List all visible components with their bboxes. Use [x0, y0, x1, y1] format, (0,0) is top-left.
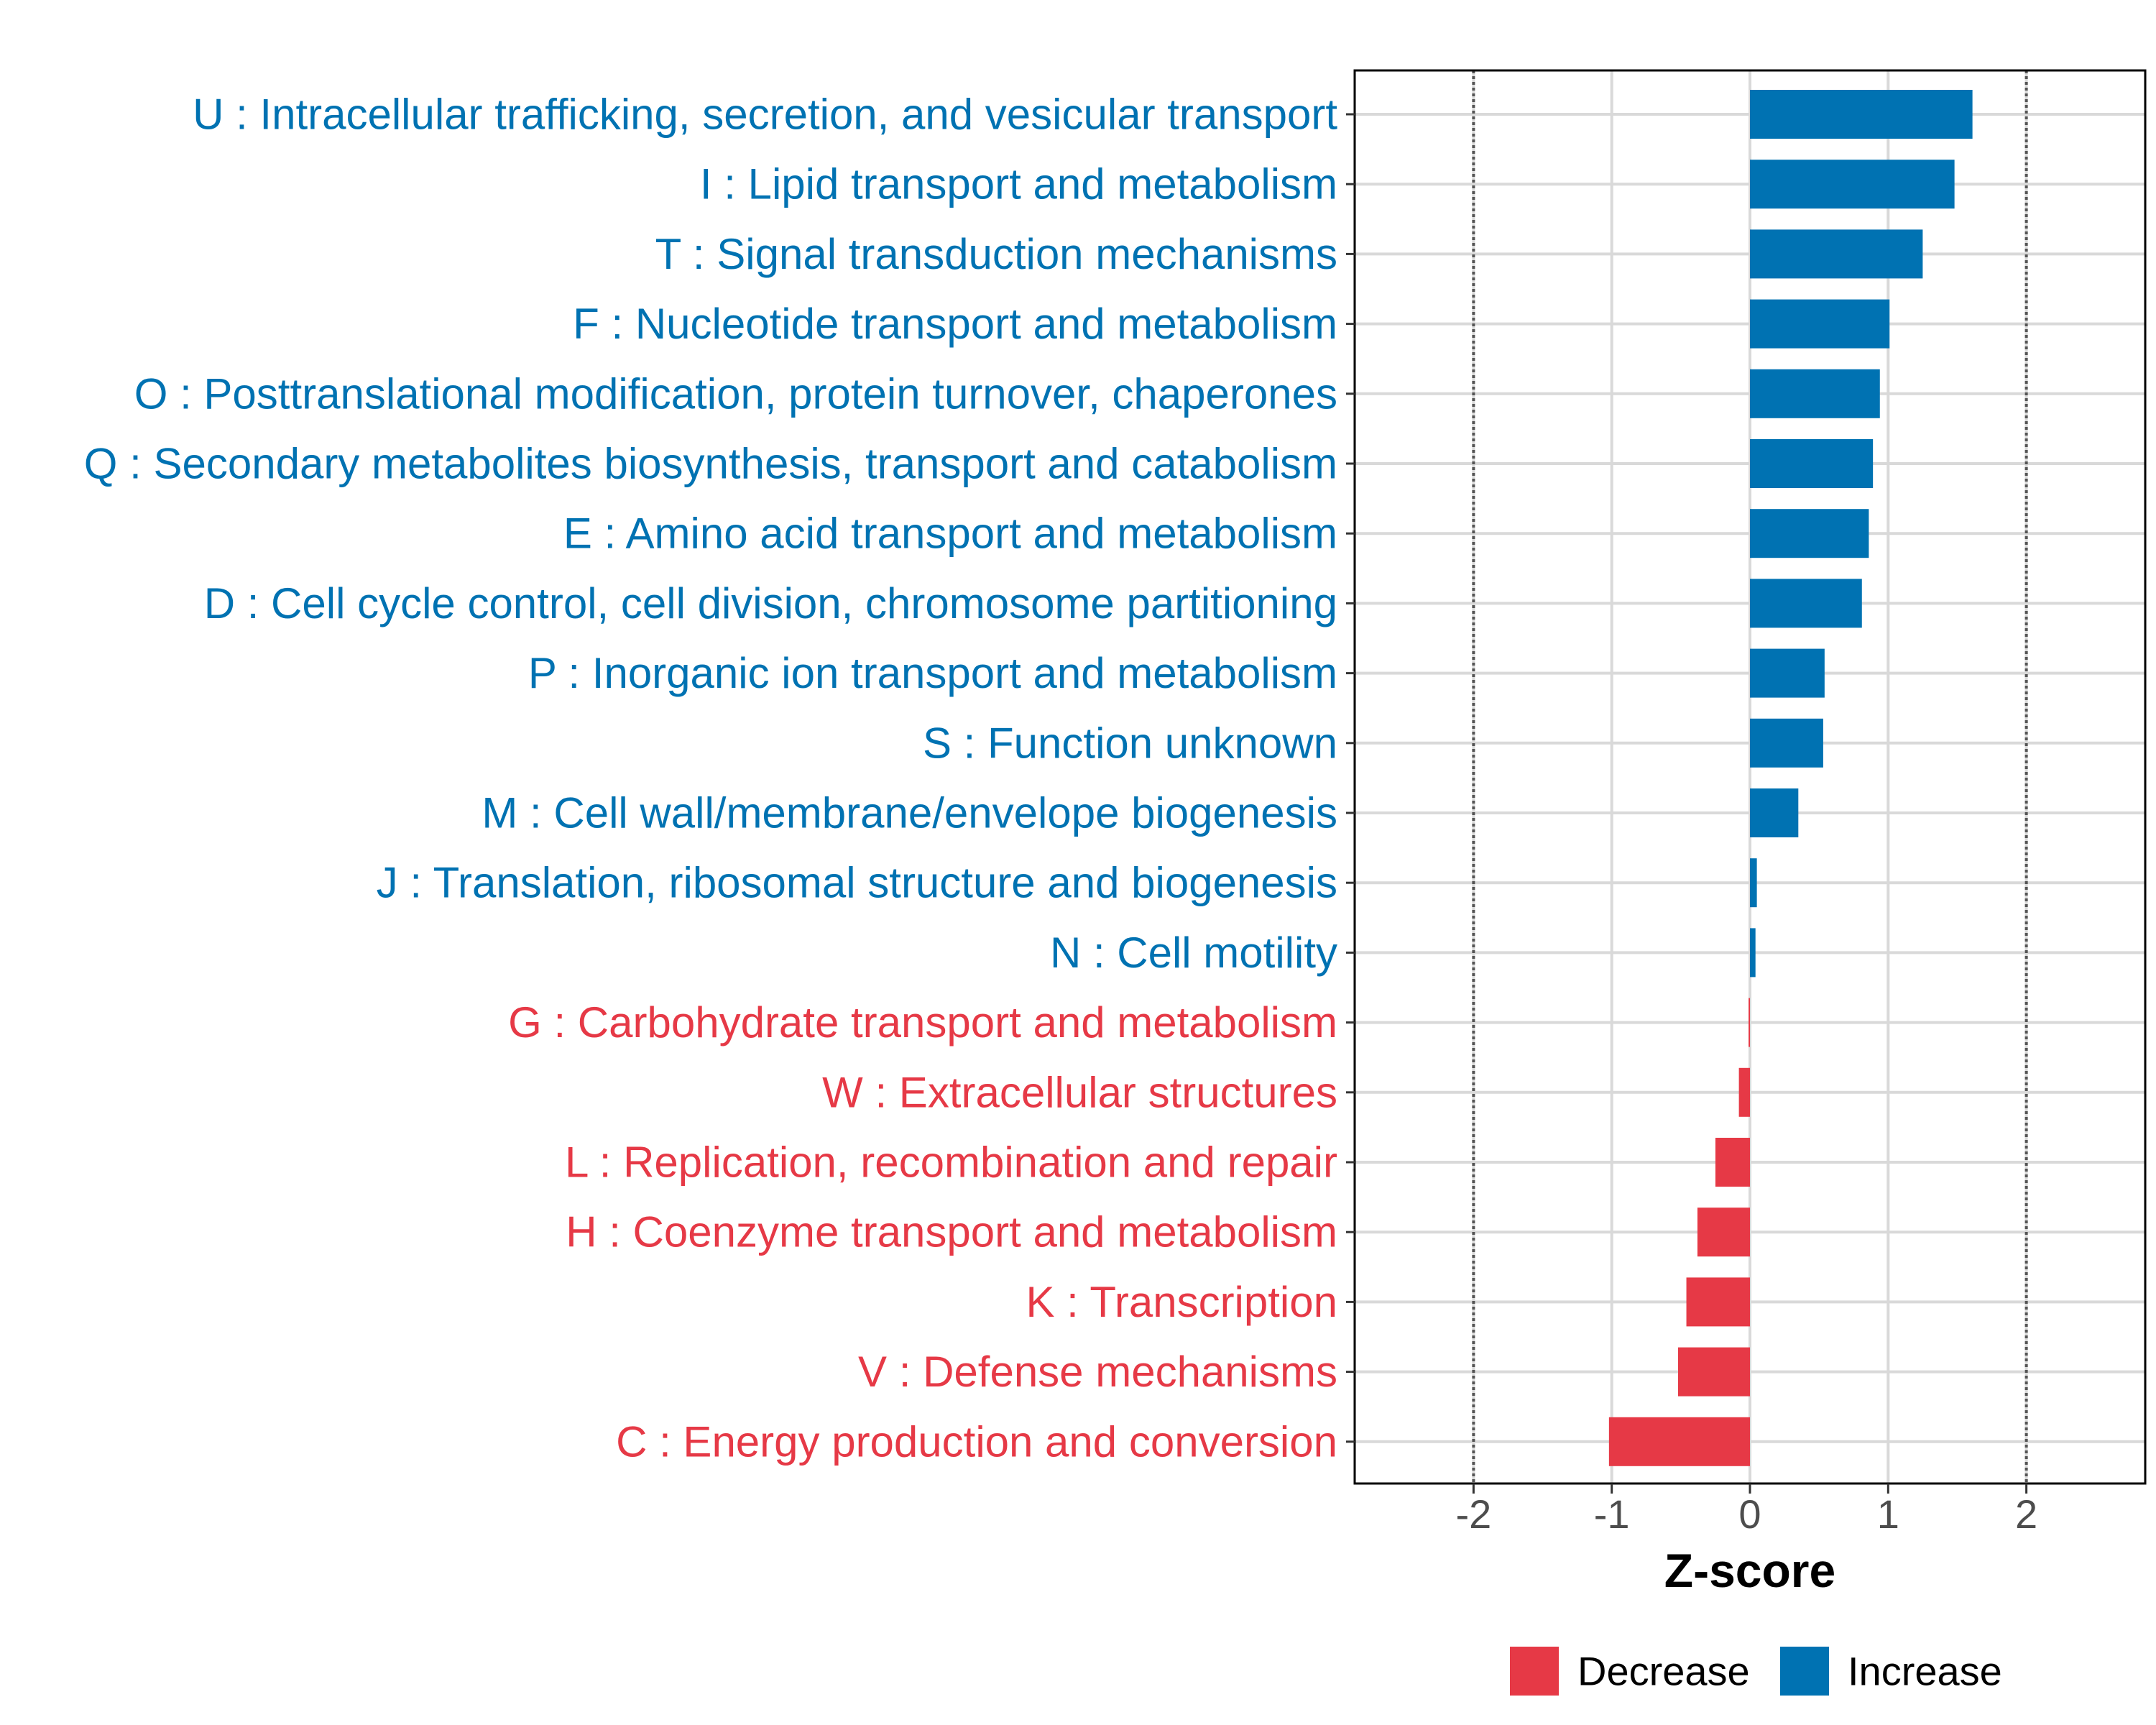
bar [1750, 369, 1880, 418]
legend: Decrease Increase [1510, 1647, 2002, 1696]
x-tick-label: 1 [1877, 1491, 1899, 1537]
category-label: T : Signal transduction mechanisms [655, 230, 1337, 278]
y-axis-ticks [1346, 113, 1355, 1443]
legend-swatch [1780, 1647, 1829, 1696]
legend-label: Decrease [1577, 1649, 1750, 1694]
x-axis-tick-labels: -2 -1 0 1 2 [1455, 1491, 2037, 1537]
x-axis-ticks [1472, 1484, 2028, 1494]
category-label: Q : Secondary metabolites biosynthesis, … [84, 440, 1337, 488]
bar [1750, 718, 1823, 768]
bar [1738, 1067, 1750, 1117]
bar [1697, 1208, 1750, 1257]
bar [1750, 160, 1955, 209]
bar [1750, 648, 1825, 698]
category-label: F : Nucleotide transport and metabolism [573, 300, 1337, 348]
bar [1686, 1277, 1750, 1327]
category-label: V : Defense mechanisms [858, 1348, 1337, 1396]
category-label: P : Inorganic ion transport and metaboli… [528, 649, 1337, 697]
x-tick-label: -1 [1594, 1491, 1630, 1537]
bar [1678, 1347, 1750, 1397]
category-label: E : Amino acid transport and metabolism [563, 510, 1337, 558]
category-label: W : Extracellular structures [822, 1068, 1337, 1116]
bar [1750, 299, 1890, 349]
category-label: U : Intracellular trafficking, secretion… [193, 91, 1337, 139]
category-label: I : Lipid transport and metabolism [700, 160, 1337, 208]
category-label: C : Energy production and conversion [616, 1417, 1337, 1466]
bar [1750, 439, 1874, 488]
category-label: K : Transcription [1026, 1278, 1337, 1326]
legend-swatch [1510, 1647, 1559, 1696]
category-label: D : Cell cycle control, cell division, c… [204, 579, 1337, 627]
bars [1608, 90, 1973, 1466]
category-label: G : Carbohydrate transport and metabolis… [508, 998, 1337, 1046]
category-label: S : Function unknown [923, 719, 1337, 767]
category-label: L : Replication, recombination and repai… [565, 1138, 1337, 1187]
category-label: H : Coenzyme transport and metabolism [566, 1208, 1337, 1256]
bar [1750, 579, 1862, 628]
bar [1608, 1417, 1750, 1466]
category-label: M : Cell wall/membrane/envelope biogenes… [482, 789, 1337, 837]
category-label: J : Translation, ribosomal structure and… [377, 859, 1337, 907]
category-labels: U : Intracellular trafficking, secretion… [84, 91, 1338, 1466]
bar [1749, 998, 1750, 1047]
legend-label: Increase [1848, 1649, 2002, 1694]
x-tick-label: -2 [1455, 1491, 1491, 1537]
category-label: N : Cell motility [1050, 929, 1337, 977]
x-axis-title: Z-score [1664, 1544, 1835, 1597]
x-tick-label: 0 [1738, 1491, 1761, 1537]
bar [1750, 858, 1757, 908]
x-tick-label: 2 [2015, 1491, 2037, 1537]
bar [1750, 509, 1869, 558]
bar [1750, 928, 1756, 978]
bar [1715, 1138, 1750, 1187]
bar [1750, 229, 1923, 279]
category-label: O : Posttranslational modification, prot… [134, 369, 1337, 418]
bar [1750, 90, 1973, 139]
bar [1750, 788, 1799, 837]
